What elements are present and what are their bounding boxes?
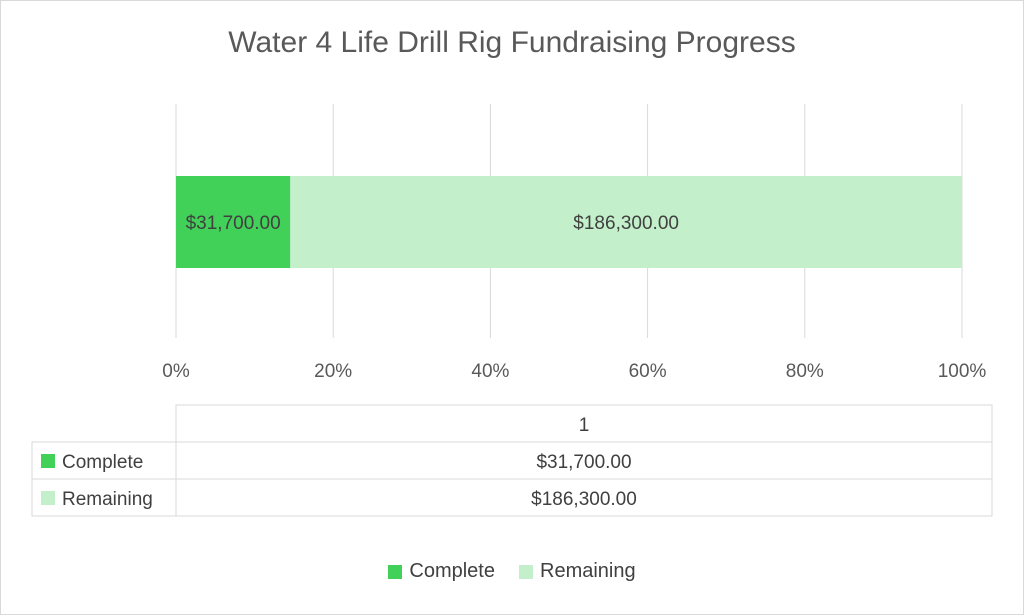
legend-swatch-remaining bbox=[519, 564, 533, 579]
data-label-complete: $31,700.00 bbox=[186, 213, 281, 234]
bar-segment-remaining bbox=[290, 176, 962, 268]
x-tick-label: 100% bbox=[938, 361, 987, 382]
chart-title: Water 4 Life Drill Rig Fundraising Progr… bbox=[228, 26, 796, 59]
legend-item-complete: Complete bbox=[388, 560, 495, 583]
x-tick-label: 80% bbox=[786, 361, 824, 382]
x-tick-label: 40% bbox=[471, 361, 509, 382]
bar-segment-complete bbox=[176, 176, 291, 268]
x-tick-label: 0% bbox=[162, 361, 190, 382]
legend-swatch-complete bbox=[388, 564, 403, 579]
table-value-complete: $31,700.00 bbox=[536, 452, 631, 473]
table-value-cell bbox=[175, 478, 993, 517]
legend-label-remaining: Remaining bbox=[540, 560, 636, 582]
table-header-label: 1 bbox=[579, 415, 590, 436]
table-value-remaining: $186,300.00 bbox=[531, 489, 637, 510]
legend: Complete Remaining bbox=[0, 560, 1024, 583]
table-row-label-remaining: Remaining bbox=[62, 489, 153, 510]
table-key-remaining bbox=[41, 491, 55, 505]
x-tick-label: 60% bbox=[629, 361, 667, 382]
data-label-remaining: $186,300.00 bbox=[573, 213, 679, 234]
legend-item-remaining: Remaining bbox=[519, 560, 636, 583]
table-key-complete bbox=[41, 454, 55, 468]
x-tick-label: 20% bbox=[314, 361, 352, 382]
table-row-label-complete: Complete bbox=[62, 452, 143, 473]
legend-label-complete: Complete bbox=[409, 560, 495, 582]
